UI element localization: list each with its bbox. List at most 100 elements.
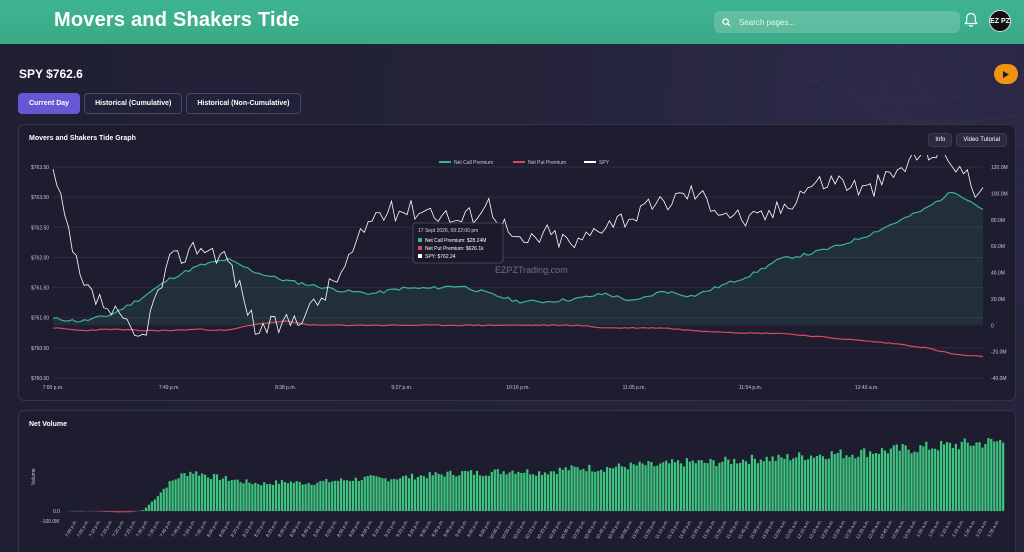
- volume-bar: [458, 475, 461, 511]
- volume-bar: [635, 465, 638, 511]
- volume-bar: [836, 452, 839, 511]
- volume-bar-negative: [109, 511, 112, 513]
- tab-historical-non-cumulative[interactable]: Historical (Non-Cumulative): [186, 93, 301, 114]
- info-button[interactable]: Info: [928, 133, 953, 147]
- volume-bar: [404, 475, 408, 511]
- tab-current-day[interactable]: Current Day: [18, 93, 81, 114]
- volume-bar: [1002, 442, 1005, 511]
- volume-bar: [543, 472, 547, 511]
- volume-bar: [443, 476, 446, 511]
- volume-bar: [251, 484, 254, 511]
- volume-bar: [419, 475, 422, 511]
- left-axis-tick: $762.50: [31, 225, 49, 231]
- volume-bar: [156, 496, 159, 511]
- tooltip-row: SPY: $762.24: [425, 254, 456, 260]
- volume-bar: [600, 469, 603, 511]
- tide-chart[interactable]: $763.50 $763.00 $762.50 $762.00 $761.50 $761.…: [19, 155, 1015, 400]
- volume-bar: [393, 478, 396, 511]
- net-put-premium-line: [52, 320, 984, 358]
- search-input[interactable]: [739, 17, 939, 27]
- volume-bar: [863, 448, 866, 511]
- tooltip-swatch: [418, 246, 422, 250]
- volume-bar: [461, 471, 464, 511]
- spy-price-line: [52, 155, 984, 337]
- volume-bar: [632, 464, 635, 511]
- volume-bar: [993, 441, 996, 511]
- volume-bar: [682, 466, 686, 511]
- search-box[interactable]: [714, 11, 960, 33]
- volume-bar: [659, 463, 662, 511]
- volume-bar: [724, 456, 727, 511]
- volume-bar: [957, 449, 960, 511]
- volume-bar: [204, 474, 207, 511]
- volume-bar: [505, 474, 508, 511]
- right-axis-tick: -40.0M: [991, 376, 1007, 382]
- volume-bar: [996, 441, 999, 511]
- volume-bar: [283, 482, 287, 511]
- volume-bar: [552, 471, 555, 511]
- volume-bar: [688, 461, 691, 511]
- volume-bar: [913, 451, 916, 511]
- volume-bar: [481, 476, 485, 511]
- volume-bar: [854, 458, 857, 511]
- volume-bar: [638, 461, 641, 511]
- volume-bar: [874, 452, 878, 511]
- tide-graph-card: Movers and Shakers Tide Graph Info Video…: [18, 124, 1016, 401]
- volume-bar: [978, 442, 981, 511]
- tab-historical-cumulative[interactable]: Historical (Cumulative): [84, 93, 183, 114]
- volume-bar: [372, 475, 375, 511]
- volume-bar: [242, 483, 245, 511]
- volume-bar: [801, 455, 804, 511]
- volume-bar: [700, 460, 703, 511]
- volume-bar: [428, 471, 431, 511]
- avatar[interactable]: EZ PZ: [989, 10, 1011, 32]
- volume-bar: [209, 478, 213, 511]
- volume-bar: [206, 477, 210, 511]
- volume-bar: [168, 481, 171, 511]
- volume-bar-negative: [115, 511, 118, 513]
- volume-bar: [774, 460, 777, 511]
- volume-bar: [399, 478, 402, 511]
- volume-bar: [721, 461, 724, 511]
- volume-bar: [877, 453, 881, 511]
- volume-bar: [487, 475, 490, 511]
- volume-bar: [328, 482, 331, 511]
- volume-bar: [762, 461, 765, 511]
- volume-bar: [555, 473, 558, 511]
- volume-title: Net Volume: [29, 421, 67, 428]
- call-premium-area: [53, 192, 983, 326]
- volume-bar: [319, 480, 322, 511]
- volume-bar: [620, 466, 623, 511]
- volume-bar: [387, 481, 390, 511]
- volume-bar: [662, 462, 665, 511]
- volume-bar: [999, 439, 1002, 511]
- volume-bar: [804, 460, 807, 511]
- bell-icon[interactable]: [964, 12, 978, 28]
- volume-bar: [174, 479, 177, 511]
- volume-bar: [851, 454, 854, 511]
- volume-bar: [298, 481, 301, 511]
- volume-bar: [736, 463, 739, 511]
- volume-bar: [490, 471, 493, 511]
- video-play-button[interactable]: [994, 64, 1018, 84]
- volume-bar: [402, 476, 405, 511]
- volume-bar: [342, 480, 346, 511]
- volume-bar: [611, 468, 615, 511]
- volume-bar: [889, 448, 892, 511]
- volume-bar: [685, 458, 688, 511]
- volume-bar: [239, 482, 242, 511]
- tooltip-row: Net Call Premium: $28.24M: [425, 238, 486, 244]
- volume-bar: [629, 462, 632, 511]
- volume-bar: [464, 470, 467, 511]
- video-tutorial-button[interactable]: Video Tutorial: [956, 133, 1007, 147]
- volume-bar: [529, 474, 532, 511]
- volume-bar: [792, 458, 795, 511]
- volume-bar: [564, 467, 567, 511]
- volume-bar: [549, 471, 553, 511]
- volume-bar: [821, 456, 824, 511]
- volume-bar: [676, 460, 680, 511]
- volume-bar: [582, 468, 585, 511]
- volume-bar: [150, 501, 154, 511]
- volume-bar: [452, 474, 455, 511]
